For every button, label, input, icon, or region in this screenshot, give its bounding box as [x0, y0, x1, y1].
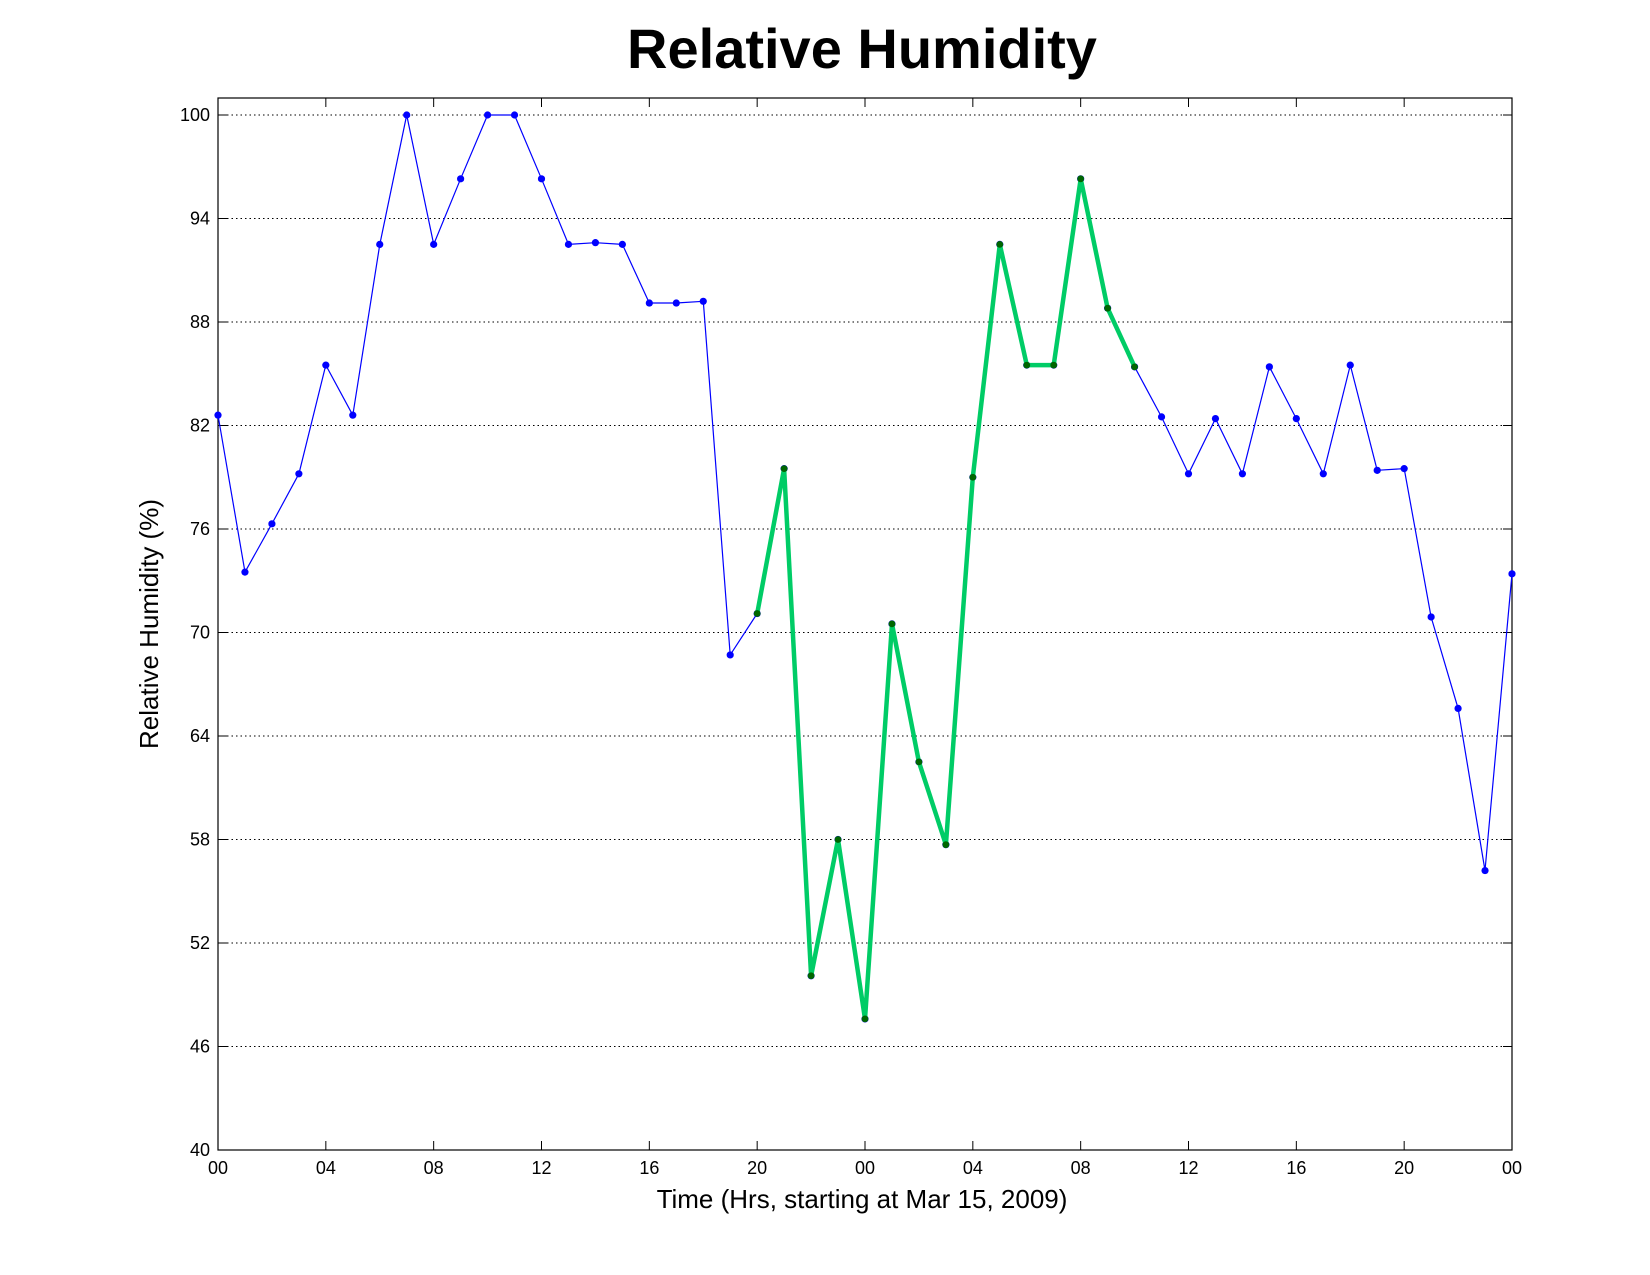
data-point: [942, 841, 950, 849]
data-point: [214, 411, 222, 419]
data-point: [1157, 413, 1166, 421]
x-tick-label: 00: [208, 1158, 228, 1178]
data-point: [1319, 470, 1327, 478]
y-tick-label: 94: [190, 209, 210, 229]
data-point: [807, 972, 815, 980]
data-point: [672, 299, 680, 307]
x-tick-label: 08: [1071, 1158, 1091, 1178]
x-tick-label: 08: [424, 1158, 444, 1178]
data-point: [1104, 304, 1112, 312]
data-point: [430, 240, 438, 248]
y-tick-label: 46: [190, 1037, 210, 1057]
data-point: [861, 1015, 869, 1023]
data-point: [349, 411, 357, 419]
data-point: [376, 240, 384, 248]
data-point: [457, 175, 465, 183]
data-point: [834, 836, 842, 843]
data-point: [1077, 175, 1085, 183]
x-tick-label: 00: [855, 1158, 875, 1178]
x-tick-label: 20: [1394, 1158, 1414, 1178]
y-tick-label: 40: [190, 1140, 210, 1160]
data-point: [1265, 363, 1273, 371]
data-point: [996, 240, 1004, 248]
chart-title: Relative Humidity: [627, 17, 1097, 80]
data-point: [1211, 415, 1220, 423]
x-tick-label: 16: [639, 1158, 659, 1178]
x-tick-label: 04: [316, 1158, 336, 1178]
data-point: [1131, 363, 1138, 371]
data-point: [537, 175, 546, 183]
data-point: [510, 111, 519, 119]
data-point: [726, 651, 734, 659]
data-point: [1454, 704, 1462, 713]
series-line: [217, 114, 1513, 1020]
y-tick-label: 82: [190, 416, 210, 436]
series-1: [214, 111, 1516, 1023]
y-tick-label: 58: [190, 830, 210, 850]
x-tick-label: 04: [963, 1158, 983, 1178]
data-point: [1292, 415, 1300, 423]
data-point: [591, 239, 600, 247]
data-point: [1373, 466, 1381, 474]
series-line: [754, 176, 1137, 1022]
x-tick-label: 00: [1502, 1158, 1522, 1178]
data-point: [780, 465, 788, 473]
y-tick-label: 52: [190, 933, 210, 953]
data-point: [1023, 361, 1031, 369]
data-point: [268, 520, 276, 528]
x-tick-label: 12: [531, 1158, 551, 1178]
data-point: [888, 620, 896, 628]
data-point: [753, 610, 761, 617]
y-tick-label: 76: [190, 519, 210, 539]
y-tick-label: 88: [190, 312, 210, 332]
data-point: [915, 758, 923, 766]
axis-ticks: 40 46 52 58 64 70 76 82 88 94 100 00 04 08 12 16 20 00 04 0…: [180, 98, 1522, 1178]
data-point: [645, 299, 653, 307]
data-point: [241, 568, 249, 576]
data-point: [618, 240, 626, 248]
data-point: [1508, 570, 1516, 578]
grid-lines: [218, 114, 1512, 1047]
data-point: [1481, 866, 1489, 875]
data-point: [1427, 613, 1435, 621]
data-point: [969, 473, 977, 481]
x-tick-label: 12: [1178, 1158, 1198, 1178]
series-2: [753, 175, 1138, 1023]
data-point: [322, 361, 330, 369]
y-axis-label: Relative Humidity (%): [134, 499, 164, 749]
data-point: [1184, 470, 1193, 478]
series-layer: [214, 111, 1516, 1023]
data-point: [483, 111, 492, 119]
data-point: [1400, 465, 1408, 473]
data-point: [699, 297, 707, 305]
data-point: [403, 111, 411, 119]
x-tick-label: 20: [747, 1158, 767, 1178]
y-tick-label: 70: [190, 623, 210, 643]
data-point: [295, 470, 303, 478]
data-point: [1238, 470, 1247, 478]
y-tick-label: 100: [180, 105, 210, 125]
x-tick-label: 16: [1286, 1158, 1306, 1178]
data-point: [1050, 361, 1058, 369]
x-axis-label: Time (Hrs, starting at Mar 15, 2009): [657, 1184, 1068, 1214]
data-point: [1346, 361, 1354, 369]
data-point: [564, 240, 573, 248]
y-tick-label: 64: [190, 726, 210, 746]
